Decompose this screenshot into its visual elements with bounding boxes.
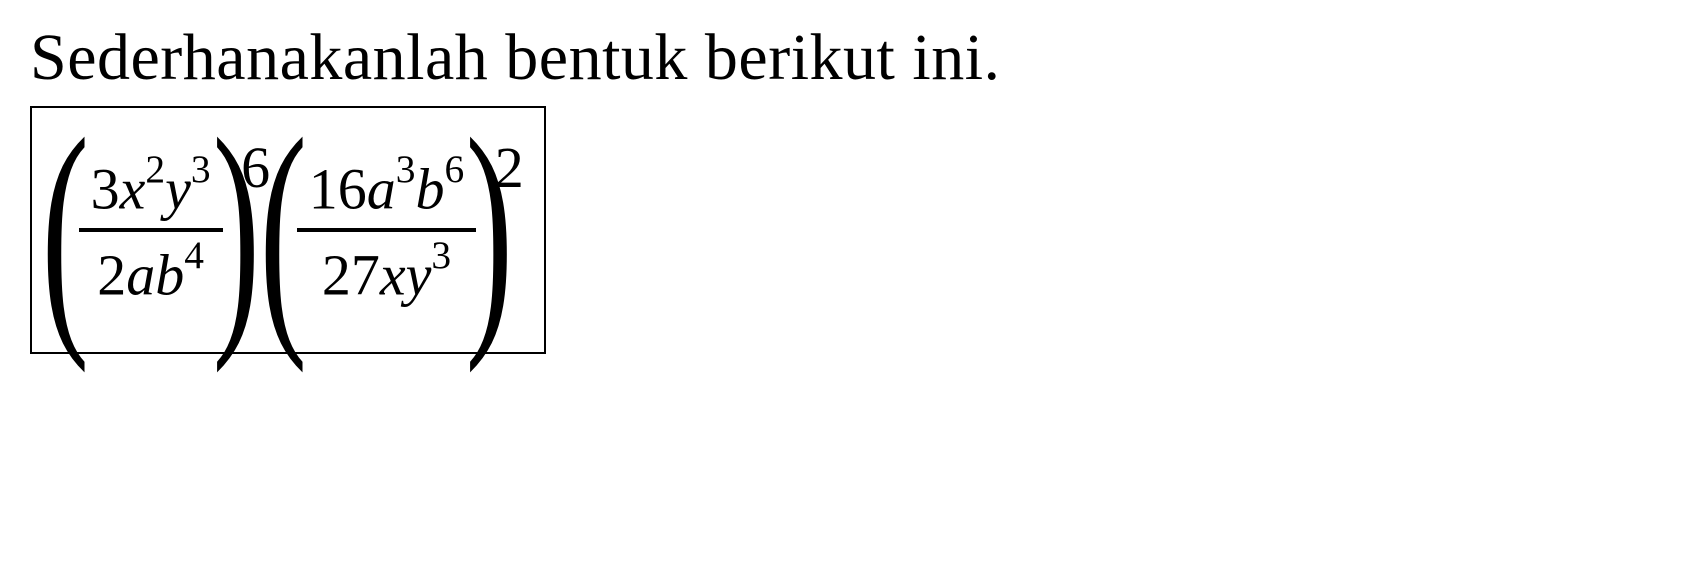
var-y: y: [165, 156, 191, 221]
coef: 27: [322, 242, 380, 307]
exp: 2: [145, 147, 165, 191]
exp: 3: [191, 147, 211, 191]
exp: 4: [184, 233, 204, 277]
denominator-2: 27xy3: [310, 232, 463, 314]
left-paren-1: (: [41, 126, 89, 334]
denominator-1: 2ab4: [85, 232, 216, 314]
formula-box: ( 3x2y3 2ab4 ) 6 ( 16a3b6 27x: [30, 106, 546, 354]
var-b: b: [415, 156, 444, 221]
right-paren-2: ): [466, 126, 514, 334]
numerator-1: 3x2y3: [79, 146, 223, 228]
coef: 2: [97, 242, 126, 307]
var-a: a: [126, 242, 155, 307]
var-y: y: [406, 242, 432, 307]
instruction-text: Sederhanakanlah bentuk berikut ini.: [30, 20, 1661, 96]
var-x: x: [120, 156, 146, 221]
exp: 6: [444, 147, 464, 191]
var-b: b: [155, 242, 184, 307]
coef: 16: [309, 156, 367, 221]
left-paren-2: (: [260, 126, 308, 334]
exp: 3: [431, 233, 451, 277]
paren-group-1: ( 3x2y3 2ab4 ) 6: [52, 126, 270, 334]
right-paren-1: ): [212, 126, 260, 334]
numerator-2: 16a3b6: [297, 146, 476, 228]
math-expression: ( 3x2y3 2ab4 ) 6 ( 16a3b6 27x: [52, 126, 524, 334]
fraction-2: 16a3b6 27xy3: [297, 146, 476, 315]
exp: 3: [396, 147, 416, 191]
fraction-1: 3x2y3 2ab4: [79, 146, 223, 315]
var-x: x: [380, 242, 406, 307]
coef: 3: [91, 156, 120, 221]
paren-group-2: ( 16a3b6 27xy3 ) 2: [270, 126, 524, 334]
var-a: a: [367, 156, 396, 221]
